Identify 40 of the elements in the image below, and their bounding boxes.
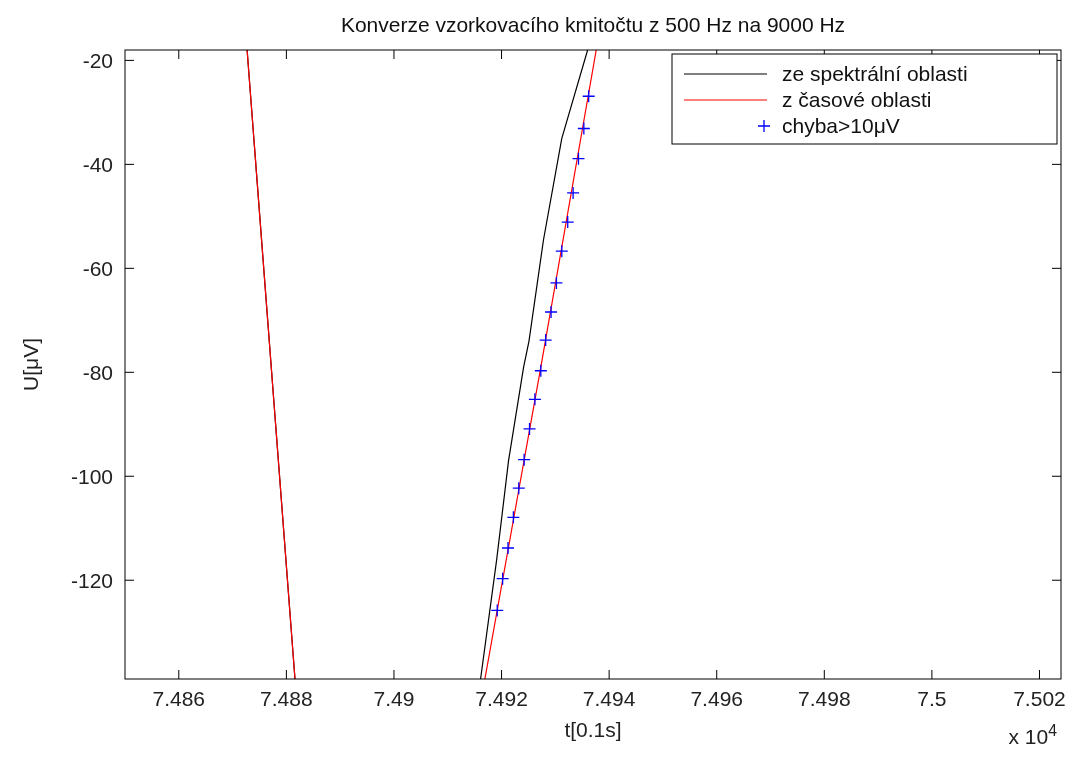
- point: [495, 572, 510, 586]
- legend-label: ze spektrální oblasti: [782, 62, 968, 86]
- x-tick-label: 7.502: [1013, 687, 1066, 710]
- y-tick-label: -40: [82, 152, 113, 176]
- legend-label: z časové oblasti: [782, 88, 932, 112]
- point: [544, 305, 558, 319]
- point: [561, 215, 575, 229]
- legend-label: chyba>10μV: [782, 114, 900, 138]
- point: [571, 152, 586, 166]
- point: [517, 452, 531, 467]
- y-tick-label: -120: [70, 568, 113, 592]
- y-axis-title: U[μV]: [19, 338, 42, 391]
- x-tick-label: 7.488: [260, 687, 313, 710]
- x-tick-label: 7.496: [690, 687, 744, 710]
- x-tick-label: 7.498: [798, 687, 851, 710]
- y-tick-label: -60: [82, 256, 113, 280]
- point: [522, 422, 537, 436]
- text: x 10$^{4}$: [1008, 721, 1058, 748]
- point: [539, 333, 553, 347]
- x-tick-label: 7.494: [582, 687, 636, 710]
- point: [549, 276, 564, 290]
- y-tick-label: -80: [82, 360, 113, 384]
- x-tick-label: 7.5: [917, 687, 947, 710]
- point: [490, 603, 504, 618]
- point: [506, 510, 521, 524]
- x-tick-label: 7.486: [152, 687, 206, 710]
- chart-title: Konverze vzorkovacího kmitočtu z 500 Hz na 9000 Hz: [340, 13, 846, 36]
- point: [582, 89, 596, 103]
- point: [577, 121, 591, 136]
- point: [534, 364, 548, 378]
- x-tick-label: 7.492: [475, 687, 528, 710]
- point: [528, 392, 542, 406]
- point: [566, 186, 580, 200]
- x-tick-label: 7.49: [373, 687, 415, 710]
- point: [501, 541, 515, 555]
- y-tick-label: -100: [70, 464, 113, 488]
- point: [555, 244, 569, 258]
- y-tick-label: -20: [82, 48, 113, 72]
- point: [512, 481, 526, 495]
- x-axis-title: t[0.1s]: [564, 718, 622, 741]
